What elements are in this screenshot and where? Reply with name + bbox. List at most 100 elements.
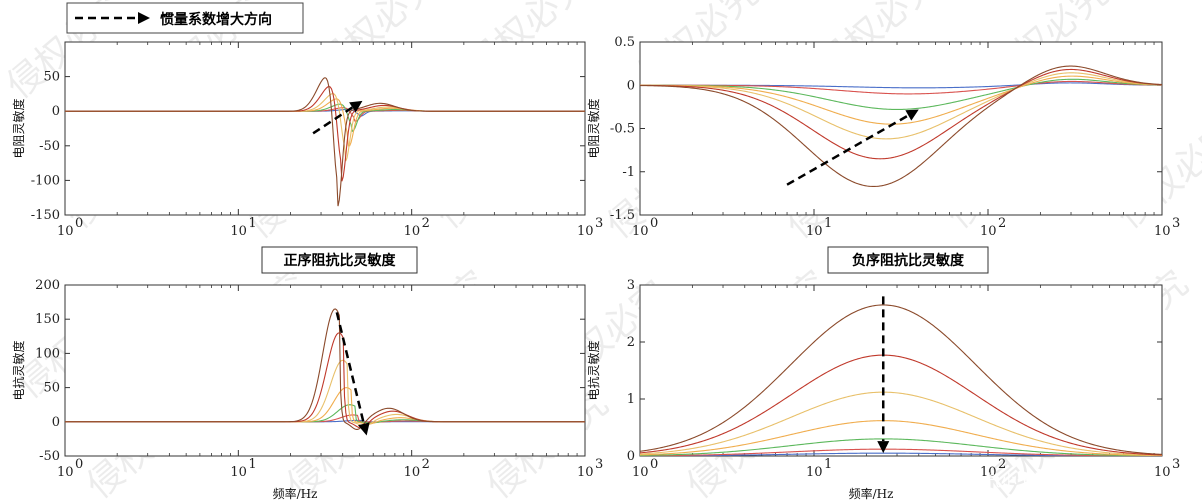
x-tick-exponent: 3 [595, 457, 603, 472]
direction-arrow-head [905, 109, 919, 121]
x-tick-exponent: 1 [248, 457, 256, 472]
y-tick-label: -1.5 [610, 208, 635, 223]
series-line [65, 308, 585, 430]
series-line [65, 77, 585, 207]
series-line [640, 65, 1162, 188]
series-line [640, 72, 1162, 140]
axes-box [639, 284, 1163, 457]
series-group [640, 65, 1162, 188]
axes-box [639, 41, 1163, 216]
y-tick-label: -150 [31, 208, 60, 223]
x-tick-exponent: 3 [1172, 457, 1180, 472]
y-tick-label: -50 [39, 449, 60, 464]
y-tick-label: 50 [43, 381, 60, 396]
legend: 惯量系数增大方向 [66, 2, 304, 34]
x-tick-exponent: 1 [824, 457, 832, 472]
x-tick-label: 10 [230, 224, 247, 239]
series-line [640, 354, 1162, 456]
direction-arrow-line [786, 114, 909, 186]
y-tick-label: -100 [31, 173, 60, 188]
axes-box [64, 284, 586, 457]
y-tick-label: 0 [627, 78, 635, 93]
y-tick-label: 200 [35, 278, 60, 293]
chart-title: 正序阻抗比灵敏度 [284, 252, 397, 269]
credit-text: CSDN @小伍电气小干扰稳定性 [870, 471, 1097, 490]
series-group [65, 308, 585, 430]
y-tick-label: -0.5 [610, 122, 635, 137]
x-tick-label: 10 [57, 224, 74, 239]
series-line [640, 448, 1162, 456]
series-line [640, 75, 1162, 125]
direction-arrow-head [358, 422, 370, 436]
x-tick-label: 10 [1154, 465, 1171, 480]
y-tick-label: -50 [39, 139, 60, 154]
y-tick-label: 3 [627, 278, 635, 293]
chart-title: 负序阻抗比灵敏度 [852, 252, 965, 269]
y-axis-label: 电阻灵敏度 [11, 98, 26, 158]
axes-box [64, 41, 586, 216]
y-axis-label: 电抗灵敏度 [11, 340, 26, 400]
series-line [640, 420, 1162, 456]
y-tick-label: 1 [627, 392, 635, 407]
x-tick-exponent: 1 [248, 216, 256, 231]
x-tick-label: 10 [806, 465, 823, 480]
plots-layer: 100101102103500-50-100-150电阻灵敏度正序阻抗比灵敏度1… [11, 35, 1180, 501]
x-tick-exponent: 2 [998, 457, 1006, 472]
series-line [640, 391, 1162, 456]
x-tick-label: 10 [806, 224, 823, 239]
x-tick-label: 10 [404, 465, 421, 480]
x-axis-label: 频率/Hz [849, 486, 894, 501]
y-tick-label: 2 [627, 335, 635, 350]
x-tick-label: 10 [57, 465, 74, 480]
series-line [640, 304, 1162, 455]
x-tick-label: 10 [980, 465, 997, 480]
series-line [640, 80, 1162, 95]
legend-arrow-head [138, 12, 150, 24]
y-tick-label: 0 [52, 415, 60, 430]
series-line [640, 438, 1162, 456]
x-tick-exponent: 2 [998, 216, 1006, 231]
y-tick-label: -1 [622, 165, 635, 180]
series-line [640, 78, 1162, 111]
x-tick-label: 10 [632, 224, 649, 239]
x-tick-exponent: 0 [650, 457, 658, 472]
x-tick-exponent: 3 [595, 216, 603, 231]
series-group [640, 304, 1162, 456]
legend-label: 惯量系数增大方向 [160, 11, 272, 28]
x-tick-exponent: 2 [422, 457, 430, 472]
direction-arrow-head [877, 441, 890, 454]
x-axis-label: 频率/Hz [273, 486, 318, 501]
y-tick-label: 0.5 [614, 35, 635, 50]
x-tick-exponent: 0 [75, 457, 83, 472]
series-group [65, 77, 585, 207]
x-tick-exponent: 1 [824, 216, 832, 231]
y-tick-label: 0 [52, 104, 60, 119]
x-tick-label: 10 [577, 224, 594, 239]
y-tick-label: 100 [35, 346, 60, 361]
x-tick-exponent: 0 [650, 216, 658, 231]
x-tick-exponent: 2 [422, 216, 430, 231]
direction-arrow-line [335, 312, 366, 425]
y-tick-label: 150 [35, 312, 60, 327]
x-tick-label: 10 [404, 224, 421, 239]
x-tick-exponent: 0 [75, 216, 83, 231]
title-box [827, 246, 989, 274]
direction-arrow-line [312, 106, 354, 135]
x-tick-label: 10 [230, 465, 247, 480]
x-tick-label: 10 [1154, 224, 1171, 239]
series-line [640, 68, 1162, 160]
y-axis-label: 电抗灵敏度 [586, 340, 601, 400]
y-tick-label: 0 [627, 449, 635, 464]
x-tick-label: 10 [577, 465, 594, 480]
direction-arrow-head [349, 100, 363, 113]
x-tick-exponent: 3 [1172, 216, 1180, 231]
x-tick-label: 10 [980, 224, 997, 239]
y-tick-label: 50 [43, 70, 60, 85]
y-axis-label: 电阻灵敏度 [586, 98, 601, 158]
x-tick-label: 10 [632, 465, 649, 480]
